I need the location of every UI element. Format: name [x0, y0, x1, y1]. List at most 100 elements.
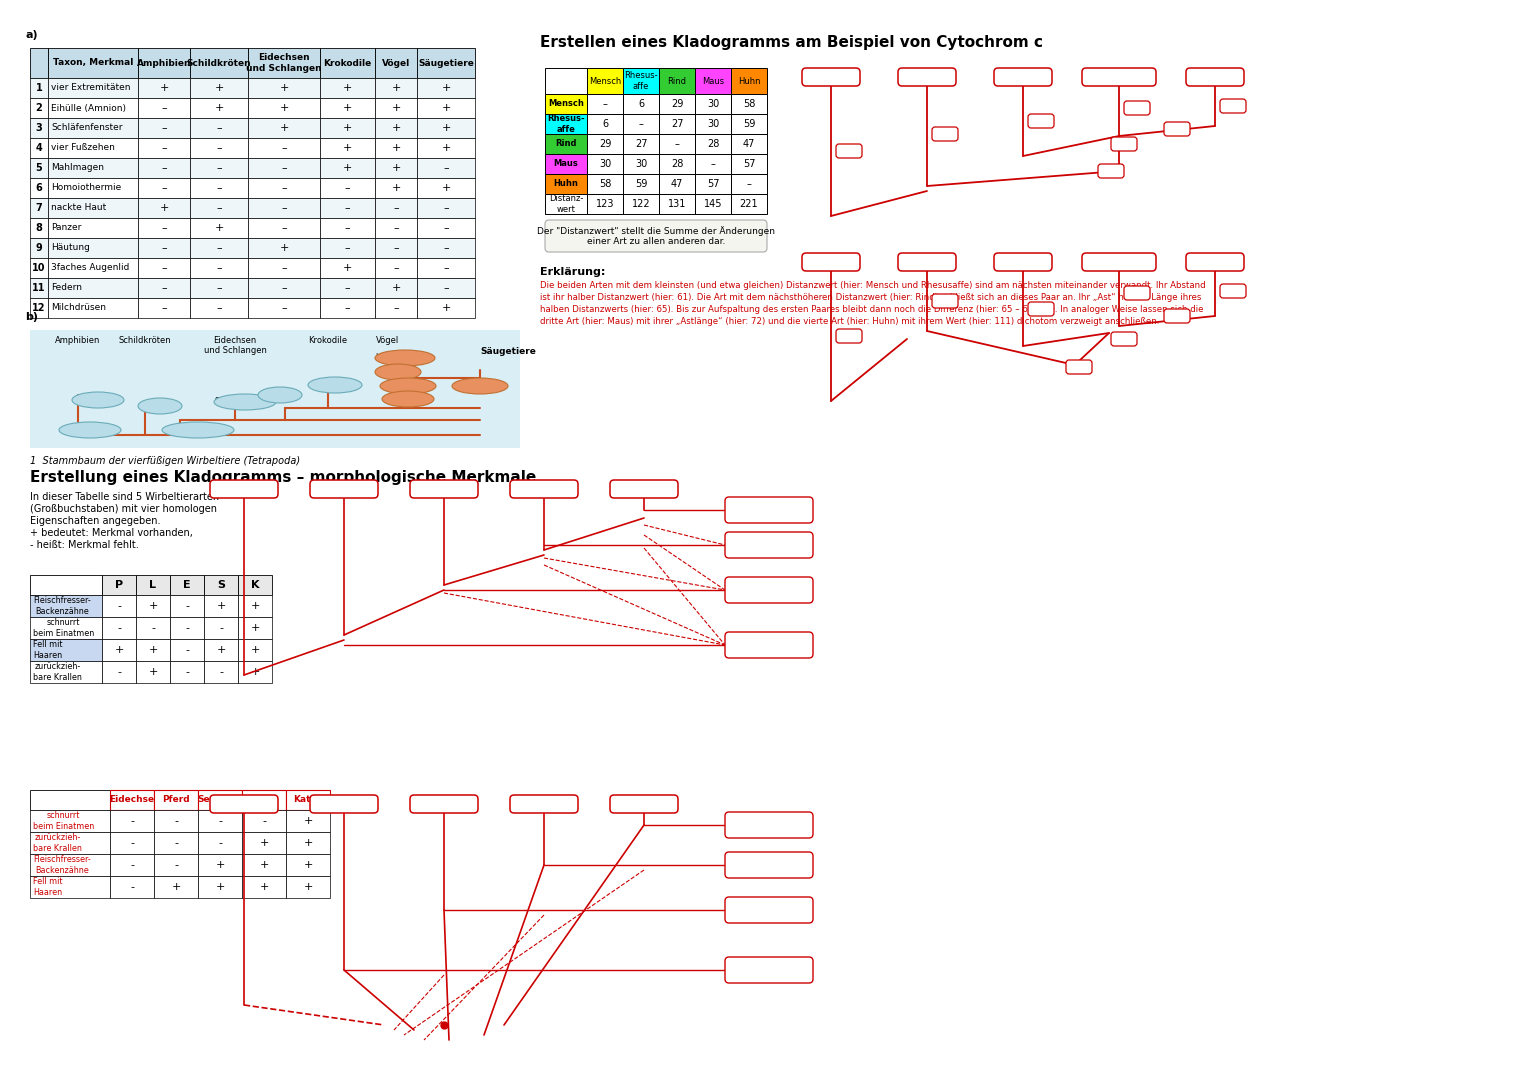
Bar [189, 178, 247, 198]
Text: Katze: Katze [629, 799, 658, 809]
Text: 12: 12 [32, 303, 46, 313]
Text: +: + [148, 600, 157, 611]
Bar [376, 258, 417, 278]
Bar [110, 789, 154, 810]
Text: E: E [183, 580, 191, 590]
Bar [286, 854, 330, 876]
Text: 39: 39 [1106, 166, 1118, 176]
Text: 72: 72 [939, 129, 951, 139]
Text: Eihülle (Amnion): Eihülle (Amnion) [50, 104, 127, 112]
Text: –: – [345, 283, 350, 293]
Text: –: – [345, 222, 350, 233]
Text: +: + [391, 83, 400, 93]
Text: -: - [130, 838, 134, 848]
FancyBboxPatch shape [1220, 99, 1246, 113]
Text: +: + [391, 143, 400, 153]
Text: Amphibien: Amphibien [137, 58, 191, 67]
Text: +: + [304, 838, 313, 848]
Bar [417, 118, 475, 138]
Text: 39: 39 [1073, 362, 1086, 372]
Text: Rind: Rind [667, 77, 687, 85]
Text: +: + [441, 123, 450, 133]
Text: –: – [281, 163, 287, 173]
Text: -: - [218, 816, 221, 826]
Bar [47, 258, 137, 278]
Text: Fell mit
Haaren: Fell mit Haaren [34, 877, 63, 896]
Text: Säugetiere: Säugetiere [418, 58, 473, 67]
Text: P: P [115, 580, 124, 590]
Bar [238, 595, 272, 617]
Text: Häutung: Häutung [264, 391, 296, 400]
Bar [205, 575, 238, 595]
Text: zurückzieh-
bare Krallen: zurückzieh- bare Krallen [34, 662, 82, 681]
Text: Milchdrüsen: Milchdrüsen [457, 381, 504, 391]
Text: Eihülle (Amnion): Eihülle (Amnion) [166, 426, 229, 434]
Bar [247, 118, 321, 138]
Bar [31, 198, 47, 218]
Text: Eidechsen
und Schlangen: Eidechsen und Schlangen [246, 53, 322, 72]
Text: Schildkröten: Schildkröten [119, 336, 171, 345]
Text: 3faches
Augenlid: 3faches Augenlid [319, 378, 350, 391]
FancyBboxPatch shape [994, 68, 1052, 86]
Bar [137, 258, 189, 278]
Text: vier Fußzehen: vier Fußzehen [382, 381, 435, 391]
Bar [102, 661, 136, 683]
Text: Der "Distanzwert" stellt die Summe der Änderungen
einer Art zu allen anderen dar: Der "Distanzwert" stellt die Summe der Ä… [538, 226, 776, 246]
Bar [189, 78, 247, 98]
Text: Rhesus-
affe: Rhesus- affe [547, 114, 585, 134]
Text: zurückzieh-
bare Krallen: zurückzieh- bare Krallen [34, 834, 82, 853]
Text: Fleischfresser-
Backenzähne: Fleischfresser- Backenzähne [34, 855, 90, 875]
Bar [137, 218, 189, 238]
Text: -: - [185, 645, 189, 654]
Bar [31, 158, 47, 178]
Bar [417, 218, 475, 238]
Text: +: + [250, 600, 260, 611]
Bar [241, 876, 286, 897]
Text: -: - [118, 623, 121, 633]
Bar [247, 48, 321, 78]
Text: Eidechse: Eidechse [220, 799, 267, 809]
Bar [695, 134, 731, 154]
Text: +: + [260, 882, 269, 892]
Text: Schildkröten: Schildkröten [186, 58, 252, 67]
Bar [137, 298, 189, 318]
Text: nackte Haut: nackte Haut [50, 203, 107, 213]
Bar [189, 258, 247, 278]
Text: –: – [217, 163, 221, 173]
Bar [110, 854, 154, 876]
Text: +: + [391, 103, 400, 113]
Bar [169, 661, 205, 683]
Text: –: – [217, 264, 221, 273]
Text: –: – [162, 183, 166, 193]
Bar [47, 138, 137, 158]
Bar [31, 138, 47, 158]
Text: 4: 4 [35, 143, 43, 153]
Text: –: – [675, 139, 680, 149]
Text: –: – [345, 183, 350, 193]
Bar [545, 94, 586, 114]
Text: 111: 111 [840, 146, 858, 156]
Text: Homoiothermie: Homoiothermie [50, 184, 121, 192]
FancyBboxPatch shape [545, 220, 767, 252]
Text: 61: 61 [1132, 288, 1144, 298]
Bar [660, 68, 695, 94]
FancyBboxPatch shape [1186, 253, 1245, 271]
Text: zurückziehbare
Krallen: zurückziehbare Krallen [734, 855, 803, 875]
Text: 6: 6 [35, 183, 43, 193]
Bar [695, 68, 731, 94]
Text: 8: 8 [35, 222, 43, 233]
Bar [321, 48, 376, 78]
FancyBboxPatch shape [931, 294, 957, 308]
Bar [154, 832, 199, 854]
Bar [247, 98, 321, 118]
Text: zurückziehbare
Krallen: zurückziehbare Krallen [734, 536, 803, 555]
Bar [376, 48, 417, 78]
Bar [417, 48, 475, 78]
Text: Pferd: Pferd [162, 796, 189, 805]
Bar [321, 258, 376, 278]
Bar [695, 174, 731, 194]
Text: 30: 30 [599, 159, 611, 168]
Text: –: – [443, 203, 449, 213]
Bar [31, 178, 47, 198]
FancyBboxPatch shape [1164, 309, 1190, 323]
